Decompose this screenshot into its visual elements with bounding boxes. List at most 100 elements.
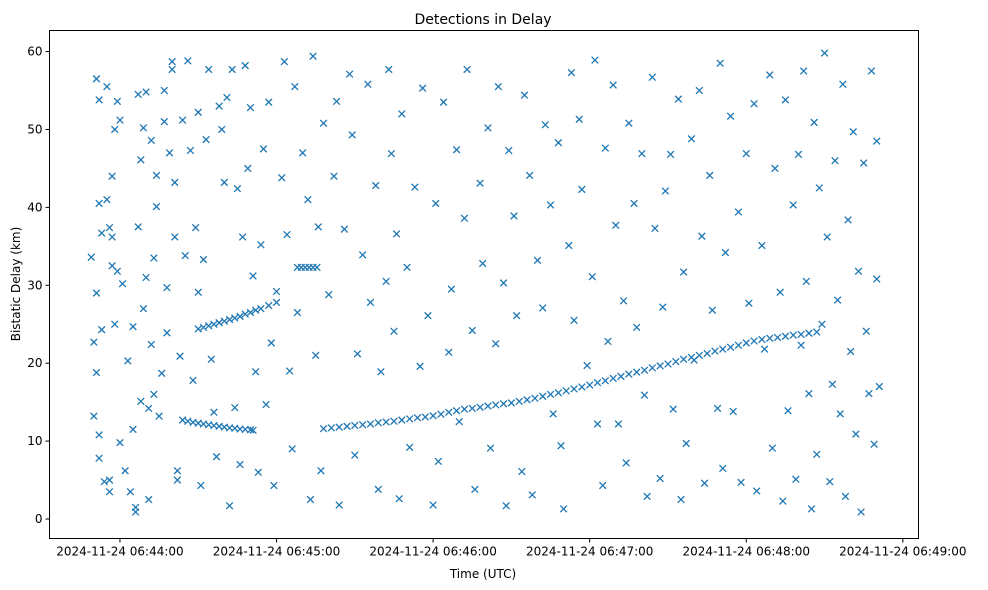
data-point [575,115,584,124]
data-point [228,65,236,74]
data-point [157,369,166,378]
data-point [630,199,638,208]
data-point [812,450,821,459]
data-point [134,90,142,99]
data-point [184,57,192,65]
data-point [150,254,158,262]
data-point [288,445,296,453]
track-c-point [374,419,383,427]
data-point [726,112,735,120]
track-c-point [593,378,602,387]
data-point [186,146,195,155]
data-point [818,320,826,328]
track-c-point [640,366,649,374]
data-point [416,362,424,371]
y-tick-label: 60 [27,45,42,59]
data-point [695,86,704,95]
x-tick-label: 2024-11-24 06:47:00 [526,545,653,559]
track-c-point [664,360,672,368]
track-c-point [648,364,657,372]
track-c-point [405,415,414,423]
data-point [277,173,286,182]
data-point [638,149,646,158]
track-b-point [251,306,260,314]
data-point [293,308,302,317]
data-point [429,501,437,509]
data-point [632,323,641,332]
data-point [403,263,411,272]
track-c-point [797,330,805,339]
data-point [679,268,688,276]
data-point [105,476,114,484]
data-point [439,98,448,106]
data-point [267,339,276,347]
data-point [559,505,568,513]
data-point [567,68,576,77]
track-a-point [249,426,257,434]
track-b-point [241,310,249,318]
data-point [758,241,766,250]
data-point [565,241,573,250]
track-c-point [335,423,343,431]
data-point [872,275,881,283]
data-point [384,65,393,74]
data-point [784,406,792,415]
data-point [609,81,617,89]
data-point [598,481,607,490]
data-point [150,390,158,399]
track-c-point [758,335,766,344]
data-point [113,97,122,106]
data-point [246,103,255,112]
data-point [682,439,691,448]
track-c-point [578,383,586,391]
data-point [452,145,461,154]
data-point [241,61,249,70]
data-point [846,347,855,356]
data-point [314,223,323,231]
data-point [478,259,487,268]
data-point [661,187,670,195]
track-c-point [413,413,422,422]
data-point [191,223,200,232]
data-point [525,171,534,180]
data-point [810,118,818,127]
track-c-point [421,413,430,421]
data-point [251,368,260,376]
data-point [658,303,667,311]
data-point [217,125,226,134]
data-point [100,477,109,486]
data-point [549,410,557,418]
data-point [306,495,315,504]
data-point [144,404,153,413]
track-c-point [601,376,610,385]
track-b-point [257,304,265,313]
data-point [105,223,114,232]
data-point [212,452,221,461]
data-point [578,185,586,194]
track-c-point [319,424,328,433]
data-point [103,195,111,204]
data-point [194,108,203,117]
data-point [463,65,471,74]
data-point [872,137,881,145]
x-axis-label: Time (UTC) [449,567,516,581]
data-point [351,451,359,459]
data-point [311,351,320,360]
data-point [445,348,453,357]
track-b-point [199,323,208,332]
data-point [760,345,769,353]
track-c-point [562,387,570,395]
data-point [377,368,385,376]
track-c-point [554,389,563,397]
data-point [867,67,876,75]
data-point [160,86,169,95]
data-point [110,320,119,328]
data-point [651,224,659,233]
track-c-point [429,412,437,420]
data-point [139,124,148,132]
track-b-point [272,298,281,307]
data-point [471,485,479,494]
data-point [264,98,273,106]
data-point [364,80,372,89]
data-point [257,241,265,249]
